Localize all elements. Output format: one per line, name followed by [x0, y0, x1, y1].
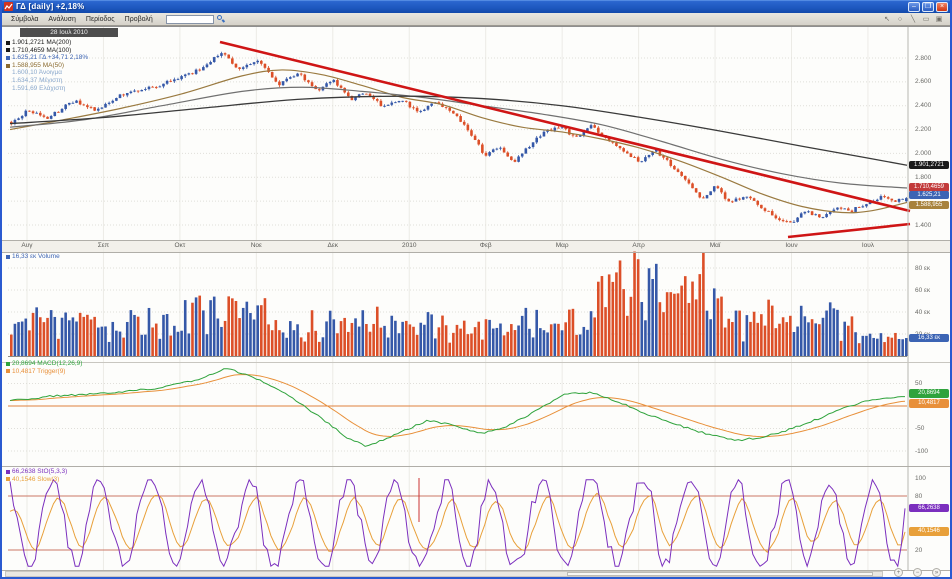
minimize-button[interactable]: –: [908, 1, 920, 12]
title-bar: ΓΔ [daily] +2,18% – ❒ ×: [2, 0, 950, 13]
menu-view[interactable]: Προβολή: [124, 15, 153, 23]
menu-symbols[interactable]: Σύμβολα: [11, 15, 39, 23]
symbol-search-input[interactable]: [165, 14, 214, 24]
save-icon[interactable]: ▣: [935, 16, 943, 23]
zoom-out-button[interactable]: −: [913, 568, 922, 577]
rectangle-tool-icon[interactable]: ▭: [922, 16, 930, 23]
scrollbar-thumb[interactable]: [566, 572, 874, 576]
window-title: ΓΔ [daily] +2,18%: [16, 2, 85, 11]
pointer-tool-icon[interactable]: ↖: [884, 16, 890, 23]
zoom-tool-icon[interactable]: ○: [897, 15, 903, 23]
search-icon[interactable]: [216, 14, 226, 24]
zoom-in-button[interactable]: +: [894, 568, 903, 577]
menu-analysis[interactable]: Ανάλυση: [48, 15, 76, 23]
restore-button[interactable]: ❒: [922, 1, 934, 12]
close-button[interactable]: ×: [936, 1, 948, 12]
trendline-tool-icon[interactable]: ╲: [910, 16, 916, 23]
app-icon: [4, 2, 13, 11]
pan-right-button[interactable]: »: [932, 568, 941, 577]
date-tooltip: 28 Ιουλ 2010: [20, 28, 118, 37]
menu-bar: Σύμβολα Ανάλυση Περίοδος Προβολή ↖ ○ ╲ ▭…: [2, 13, 950, 26]
scrollbar-track[interactable]: [5, 571, 883, 577]
menu-period[interactable]: Περίοδος: [85, 15, 115, 23]
